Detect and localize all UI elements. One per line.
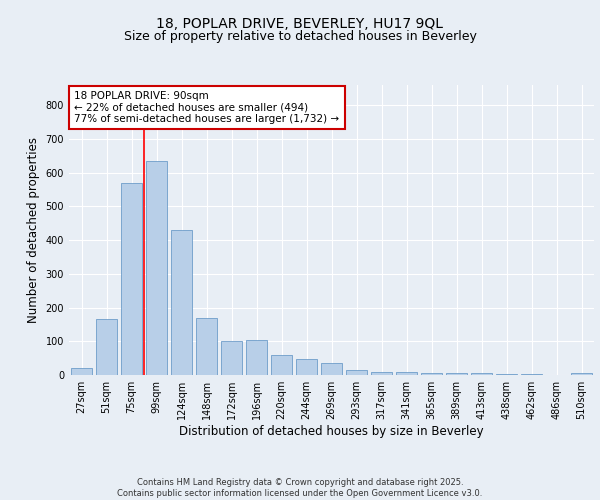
Text: Contains HM Land Registry data © Crown copyright and database right 2025.
Contai: Contains HM Land Registry data © Crown c… [118,478,482,498]
Text: Size of property relative to detached houses in Beverley: Size of property relative to detached ho… [124,30,476,43]
Bar [396,372,417,375]
Bar [346,370,367,375]
Bar [496,374,517,375]
Bar [221,342,242,375]
Bar [271,356,292,375]
Text: 18, POPLAR DRIVE, BEVERLEY, HU17 9QL: 18, POPLAR DRIVE, BEVERLEY, HU17 9QL [157,18,443,32]
Bar [196,318,217,375]
Text: 18 POPLAR DRIVE: 90sqm
← 22% of detached houses are smaller (494)
77% of semi-de: 18 POPLAR DRIVE: 90sqm ← 22% of detached… [74,91,340,124]
Bar [171,230,192,375]
Bar [71,368,92,375]
Y-axis label: Number of detached properties: Number of detached properties [27,137,40,323]
Bar [321,363,342,375]
X-axis label: Distribution of detached houses by size in Beverley: Distribution of detached houses by size … [179,425,484,438]
Bar [571,374,592,375]
Bar [146,161,167,375]
Bar [446,374,467,375]
Bar [471,374,492,375]
Bar [246,340,267,375]
Bar [421,374,442,375]
Bar [121,183,142,375]
Bar [521,374,542,375]
Bar [96,320,117,375]
Bar [296,359,317,375]
Bar [371,372,392,375]
